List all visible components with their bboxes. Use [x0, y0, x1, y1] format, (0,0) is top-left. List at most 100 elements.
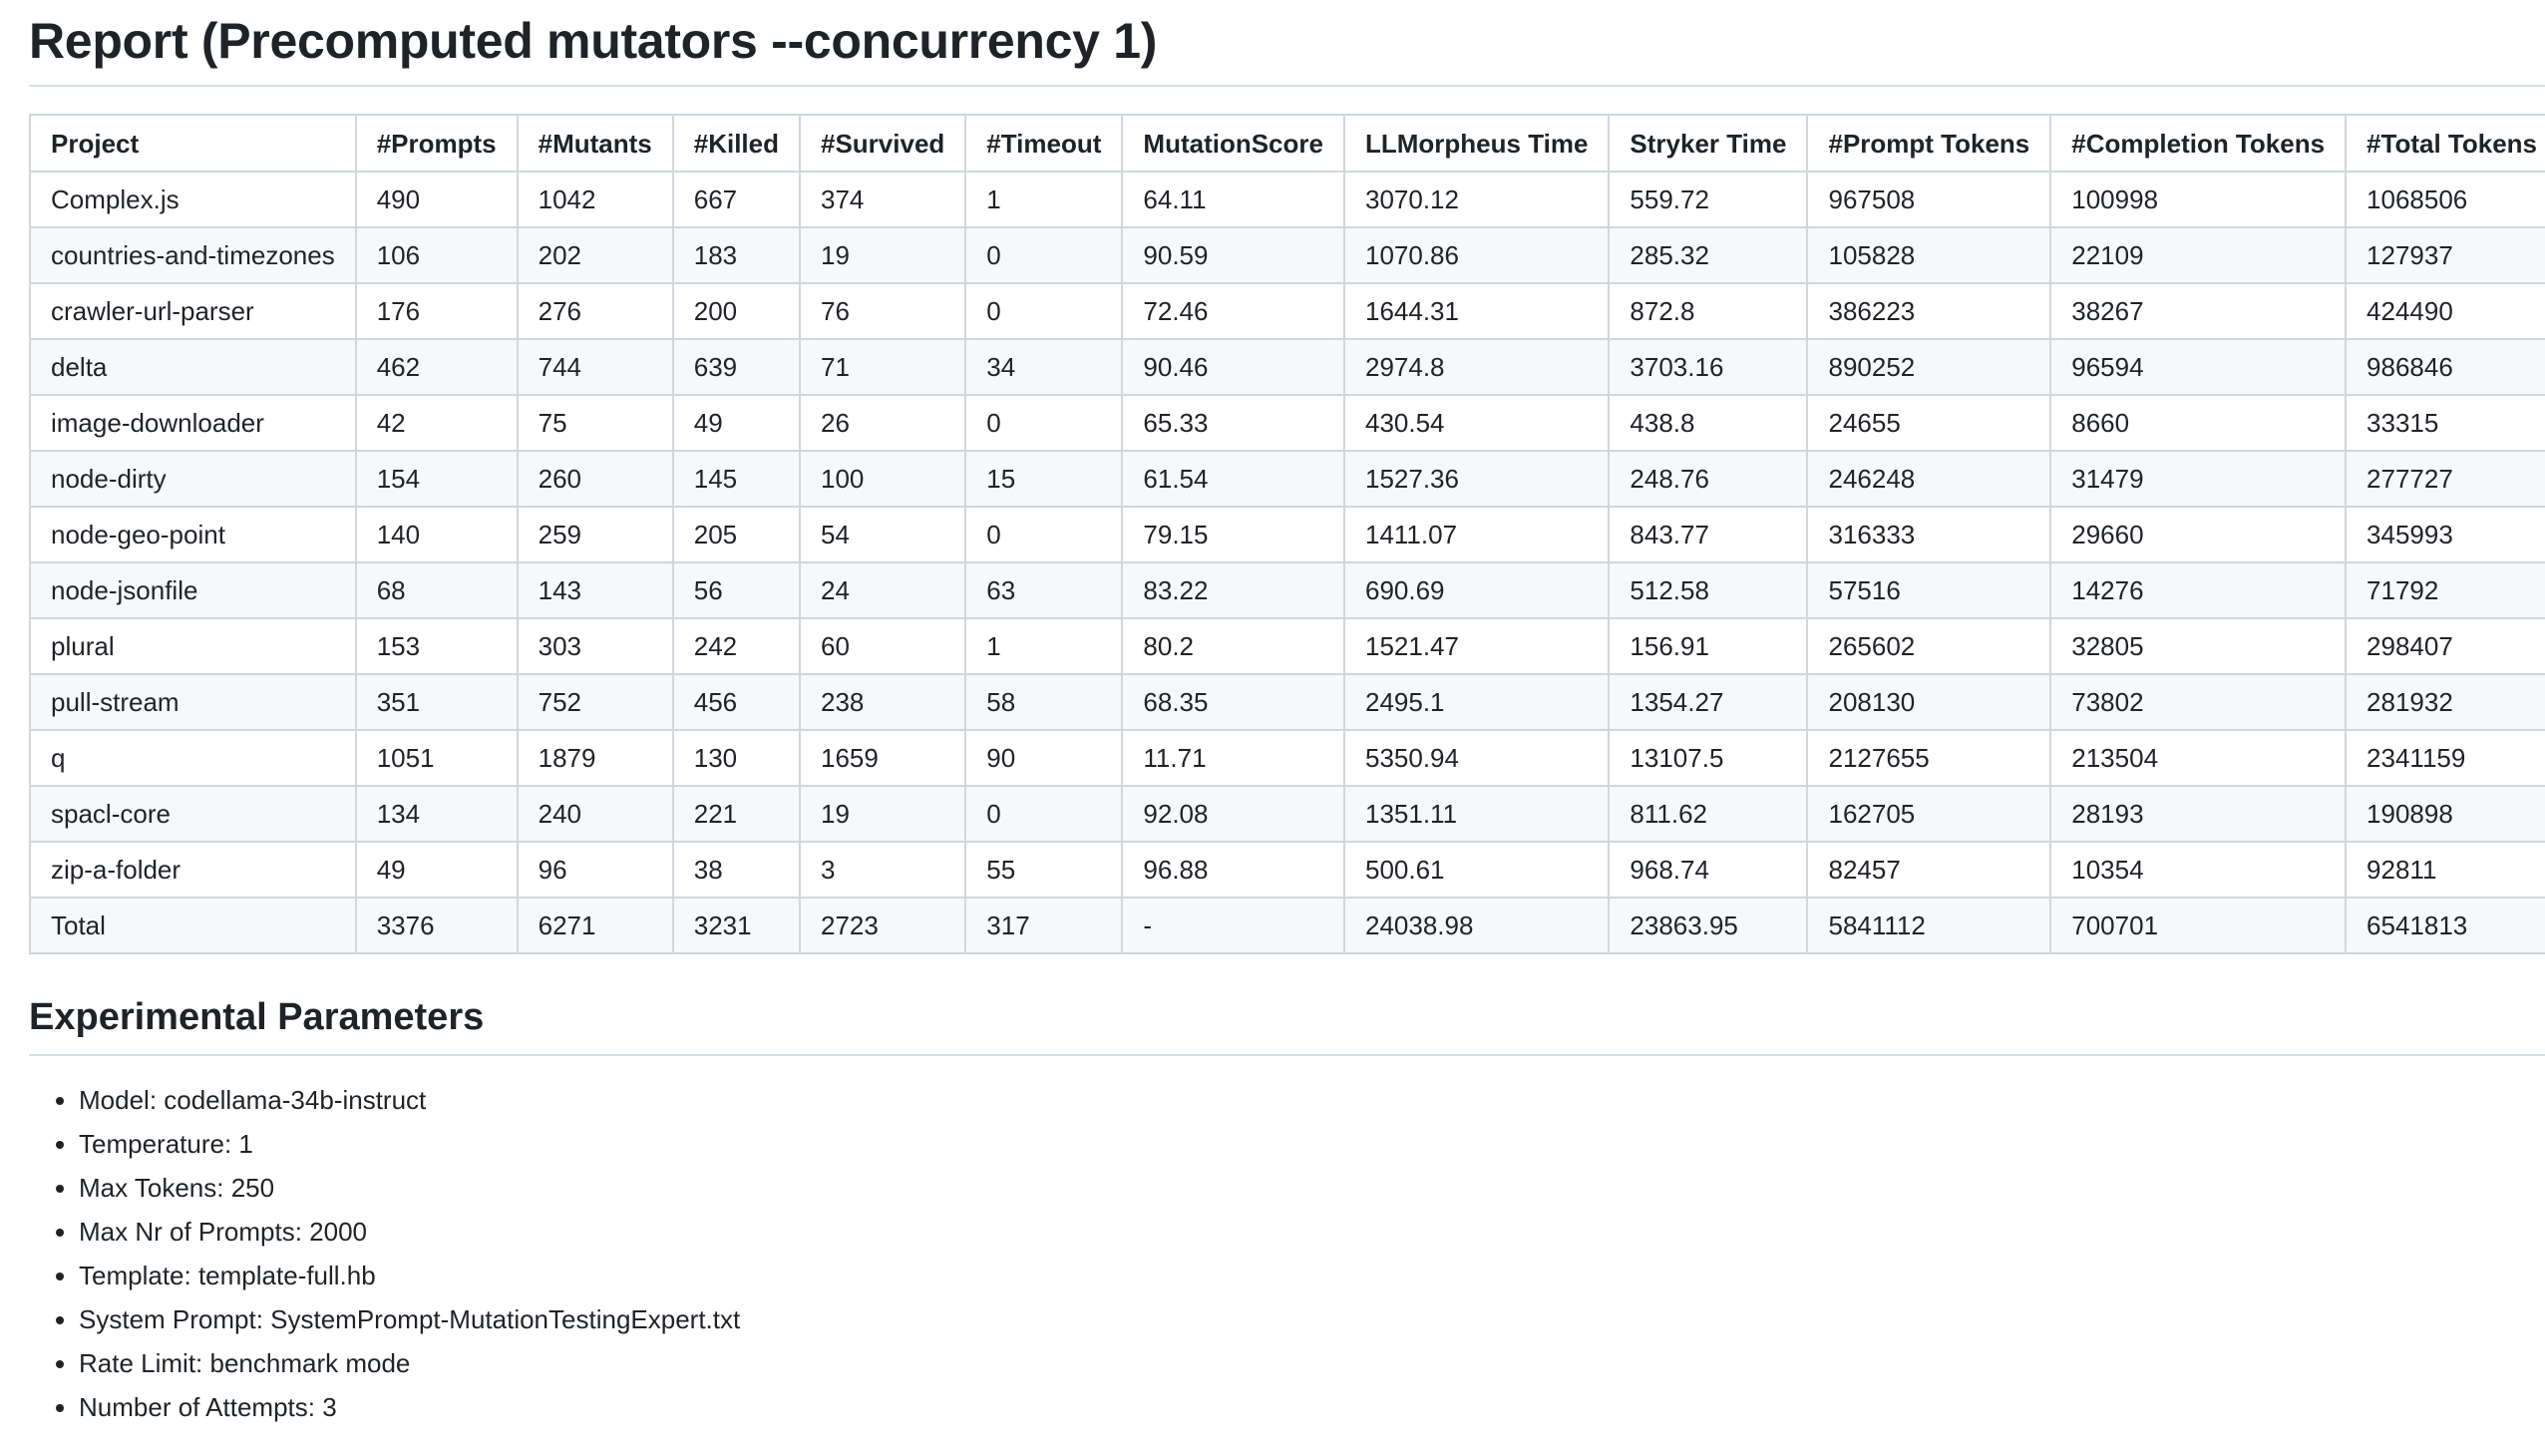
table-cell: 90.59	[1121, 226, 1345, 284]
column-header: MutationScore	[1121, 114, 1345, 173]
table-row: pull-stream 351 752 456 238 58 68.35 2495.1 1354…	[29, 673, 2545, 731]
table-cell: 0	[964, 394, 1124, 452]
table-row: node-dirty 154 260 145 100 15 61.54 1527.36 248.…	[29, 450, 2545, 508]
table-cell: 176	[354, 282, 519, 340]
table-cell: 11.71	[1121, 729, 1345, 787]
table-cell: 96	[516, 841, 674, 899]
table-cell: 490	[354, 171, 519, 228]
table-cell: 61.54	[1121, 450, 1345, 508]
table-cell: 55	[964, 841, 1124, 899]
table-cell: 71	[798, 338, 967, 396]
table-cell: 2495.1	[1342, 673, 1611, 731]
table-cell: 967508	[1806, 171, 2052, 228]
table-cell: 0	[964, 282, 1124, 340]
table-cell: 639	[671, 338, 802, 396]
column-header: #Completion Tokens	[2049, 114, 2348, 173]
table-cell: 744	[516, 338, 674, 396]
table-cell: 49	[671, 394, 802, 452]
parameter-item: Template: template-full.hb	[79, 1254, 2545, 1297]
table-cell: 24655	[1806, 394, 2052, 452]
project-cell: pull-stream	[29, 673, 357, 731]
column-header: #Killed	[671, 114, 802, 173]
table-cell: 303	[516, 617, 674, 675]
table-cell: 0	[964, 226, 1124, 284]
table-cell: 986846	[2345, 338, 2545, 396]
table-cell: 1879	[516, 729, 674, 787]
table-cell: 100	[798, 450, 967, 508]
table-cell: 1411.07	[1342, 506, 1611, 563]
table-cell: 92811	[2345, 841, 2545, 899]
table-cell: 0	[964, 506, 1124, 563]
table-cell: 92.08	[1121, 785, 1345, 843]
table-cell: 29660	[2049, 506, 2348, 563]
results-table: Project #Prompts #Mutants #Killed #Survived #…	[29, 114, 2545, 954]
table-cell: 667	[671, 171, 802, 228]
table-row: spacl-core 134 240 221 19 0 92.08 1351.11 811.62…	[29, 785, 2545, 843]
table-cell: 58	[964, 673, 1124, 731]
table-cell: 500.61	[1342, 841, 1611, 899]
table-cell: 2341159	[2345, 729, 2545, 787]
table-header-row: Project #Prompts #Mutants #Killed #Survived #…	[29, 114, 2545, 173]
total-row: Total 3376 6271 3231 2723 317-24038.98 23863.9…	[29, 897, 2545, 954]
table-cell: 456	[671, 673, 802, 731]
table-cell: 246248	[1806, 450, 2052, 508]
table-cell: 15	[964, 450, 1124, 508]
project-cell: spacl-core	[29, 785, 357, 843]
table-cell: 162705	[1806, 785, 2052, 843]
table-cell: 700701	[2049, 897, 2348, 954]
table-cell: 100998	[2049, 171, 2348, 228]
table-cell: 127937	[2345, 226, 2545, 284]
table-cell: 811.62	[1608, 785, 1809, 843]
table-row: Complex.js 490 1042 667 374 1 64.11 3070.12 559.…	[29, 171, 2545, 228]
table-cell: 156.91	[1608, 617, 1809, 675]
table-cell: 57516	[1806, 561, 2052, 619]
table-cell: 316333	[1806, 506, 2052, 563]
table-cell: 5841112	[1806, 897, 2052, 954]
table-cell: 49	[354, 841, 519, 899]
parameter-item: Model: codellama-34b-instruct	[79, 1078, 2545, 1122]
table-cell: 26	[798, 394, 967, 452]
table-row: image-downloader 42 75 49 26 0 65.33 430.54 438.…	[29, 394, 2545, 452]
table-cell: 75	[516, 394, 674, 452]
parameter-item: System Prompt: SystemPrompt-MutationTest…	[79, 1297, 2545, 1341]
table-cell: 752	[516, 673, 674, 731]
table-cell: 0	[964, 785, 1124, 843]
table-cell: 8660	[2049, 394, 2348, 452]
table-cell: 1527.36	[1342, 450, 1611, 508]
table-cell: 3231	[671, 897, 802, 954]
table-cell: 6541813	[2345, 897, 2545, 954]
table-cell: 72.46	[1121, 282, 1345, 340]
table-cell: 63	[964, 561, 1124, 619]
table-cell: 2127655	[1806, 729, 2052, 787]
project-cell: q	[29, 729, 357, 787]
table-cell: 19	[798, 785, 967, 843]
column-header: #Total Tokens	[2345, 114, 2545, 173]
table-cell: 242	[671, 617, 802, 675]
table-cell: 205	[671, 506, 802, 563]
column-header: #Prompt Tokens	[1806, 114, 2052, 173]
table-cell: 31479	[2049, 450, 2348, 508]
table-cell: 13107.5	[1608, 729, 1809, 787]
table-row: countries-and-timezones 106 202 183 19 0 90.59…	[29, 226, 2545, 284]
table-cell: 96.88	[1121, 841, 1345, 899]
table-cell: 285.32	[1608, 226, 1809, 284]
parameter-item: Max Nr of Prompts: 2000	[79, 1210, 2545, 1254]
table-cell: 351	[354, 673, 519, 731]
table-cell: 213504	[2049, 729, 2348, 787]
table-cell: 277727	[2345, 450, 2545, 508]
table-cell: 24	[798, 561, 967, 619]
table-cell: 68	[354, 561, 519, 619]
table-cell: 143	[516, 561, 674, 619]
table-cell: 65.33	[1121, 394, 1345, 452]
table-cell: 71792	[2345, 561, 2545, 619]
table-cell: 1659	[798, 729, 967, 787]
column-header: Project	[29, 114, 357, 173]
project-cell: crawler-url-parser	[29, 282, 357, 340]
table-cell: 54	[798, 506, 967, 563]
table-cell: 2974.8	[1342, 338, 1611, 396]
project-cell: delta	[29, 338, 357, 396]
table-cell: 968.74	[1608, 841, 1809, 899]
table-cell: 1521.47	[1342, 617, 1611, 675]
project-cell: plural	[29, 617, 357, 675]
